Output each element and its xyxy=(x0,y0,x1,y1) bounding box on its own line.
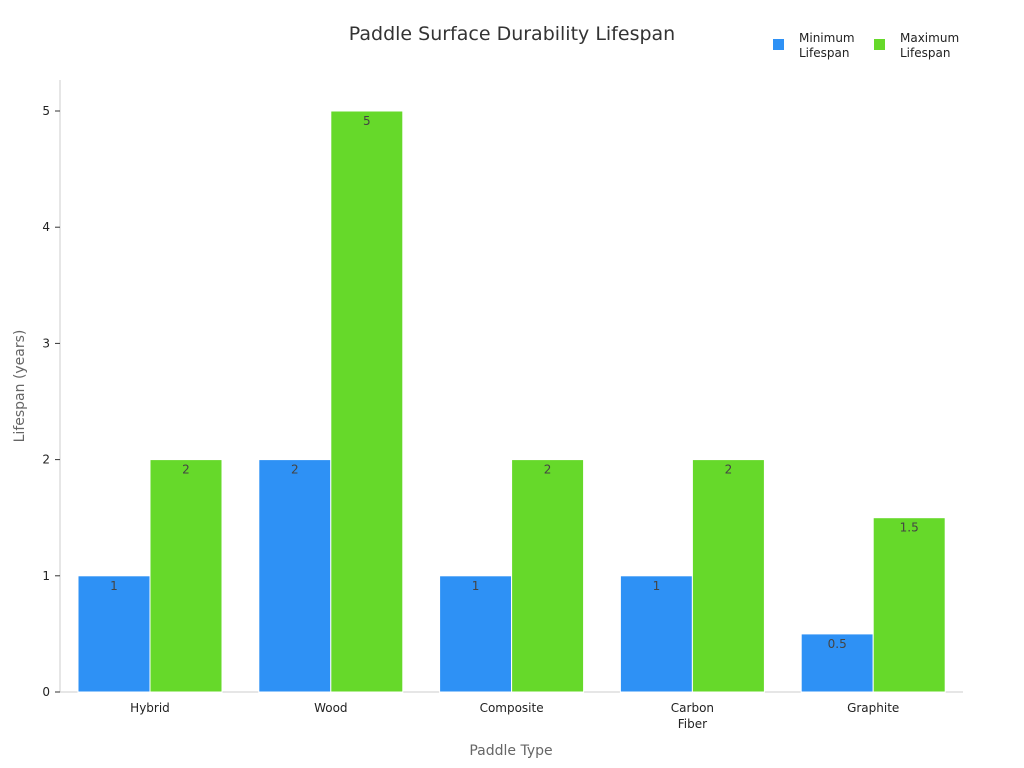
y-tick-label: 1 xyxy=(42,569,50,583)
x-tick-label: Hybrid xyxy=(130,701,170,715)
bar xyxy=(691,459,765,693)
bar xyxy=(872,517,946,693)
y-tick-label: 4 xyxy=(42,220,50,234)
y-tick-label: 5 xyxy=(42,104,50,118)
bar xyxy=(258,459,332,693)
x-tick-label: Wood xyxy=(314,701,347,715)
bar xyxy=(77,575,151,693)
y-tick-label: 3 xyxy=(42,336,50,350)
bar-value-label: 5 xyxy=(363,114,371,128)
bar xyxy=(511,459,585,693)
y-ticks: 0 1 2 3 4 5 xyxy=(42,104,60,699)
bar-value-label: 2 xyxy=(725,463,733,477)
bar xyxy=(619,575,693,693)
bar-value-label: 1.5 xyxy=(900,521,919,535)
bar xyxy=(330,110,404,693)
bar xyxy=(800,633,874,693)
legend-label: Maximum Lifespan xyxy=(900,31,959,60)
x-tick-label: Carbon Fiber xyxy=(671,701,714,731)
bar xyxy=(439,575,513,693)
legend: Minimum Lifespan Maximum Lifespan xyxy=(773,31,959,60)
bar-value-label: 1 xyxy=(110,579,118,593)
legend-swatch xyxy=(874,39,885,50)
x-ticks: Hybrid Wood Composite Carbon Fiber Graphite xyxy=(130,701,899,731)
bar xyxy=(149,459,223,693)
bar-value-label: 1 xyxy=(472,579,480,593)
legend-label: Minimum Lifespan xyxy=(799,31,855,60)
bar-value-label: 0.5 xyxy=(828,637,847,651)
x-tick-label: Graphite xyxy=(847,701,899,715)
x-tick-label: Composite xyxy=(480,701,544,715)
bars xyxy=(77,110,946,693)
bar-value-label: 2 xyxy=(544,463,552,477)
y-axis-title: Lifespan (years) xyxy=(12,330,28,443)
x-axis-title: Paddle Type xyxy=(469,743,552,759)
chart-title: Paddle Surface Durability Lifespan xyxy=(349,23,675,45)
bar-value-label: 1 xyxy=(653,579,661,593)
bar-value-label: 2 xyxy=(291,463,299,477)
legend-swatch xyxy=(773,39,784,50)
y-tick-label: 0 xyxy=(42,685,50,699)
data-labels: 1 2 1 1 0.5 2 5 2 2 1.5 xyxy=(110,114,919,651)
y-tick-label: 2 xyxy=(42,453,50,467)
bar-value-label: 2 xyxy=(182,463,190,477)
